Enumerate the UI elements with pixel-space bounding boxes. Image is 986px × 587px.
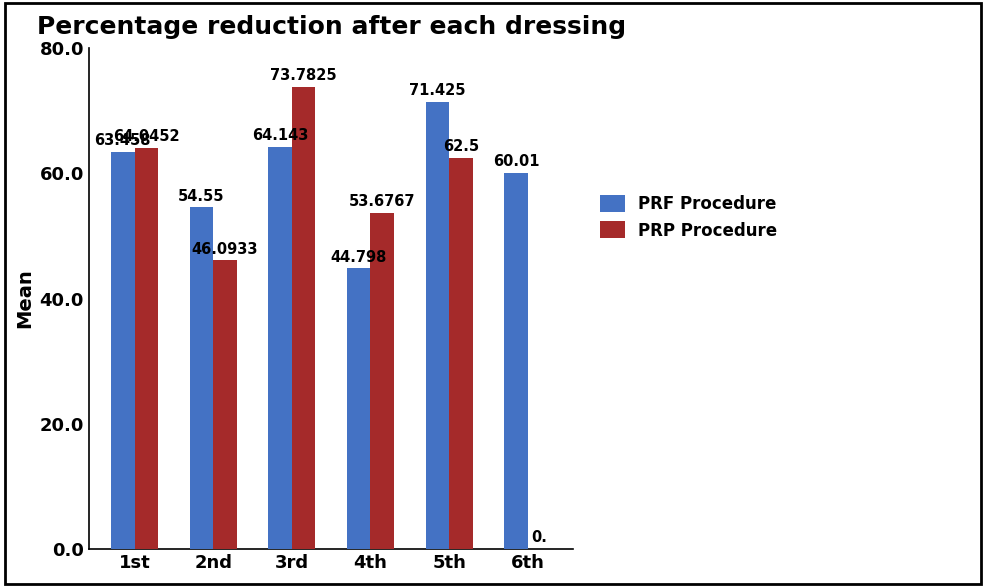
Bar [292, 87, 316, 549]
Bar [213, 261, 237, 549]
Bar [426, 102, 450, 549]
Text: 54.55: 54.55 [178, 188, 225, 204]
Text: 62.5: 62.5 [443, 139, 479, 154]
Y-axis label: Mean: Mean [15, 269, 34, 328]
Title: Percentage reduction after each dressing: Percentage reduction after each dressing [36, 15, 626, 39]
Bar [347, 268, 371, 549]
Text: 60.01: 60.01 [493, 154, 539, 170]
Text: 73.7825: 73.7825 [270, 68, 337, 83]
Legend: PRF Procedure, PRP Procedure: PRF Procedure, PRP Procedure [587, 181, 791, 253]
Text: 64.0452: 64.0452 [113, 129, 179, 144]
Text: 44.798: 44.798 [330, 249, 387, 265]
Text: 53.6767: 53.6767 [349, 194, 415, 209]
Text: 46.0933: 46.0933 [191, 242, 258, 257]
Text: 64.143: 64.143 [251, 129, 309, 143]
Bar [450, 157, 472, 549]
Bar [504, 173, 528, 549]
Text: 63.458: 63.458 [95, 133, 151, 148]
Bar [189, 207, 213, 549]
Bar [134, 148, 158, 549]
Text: 0.: 0. [531, 531, 547, 545]
Bar [268, 147, 292, 549]
Bar [371, 213, 394, 549]
Bar [111, 151, 134, 549]
Text: 71.425: 71.425 [409, 83, 465, 98]
